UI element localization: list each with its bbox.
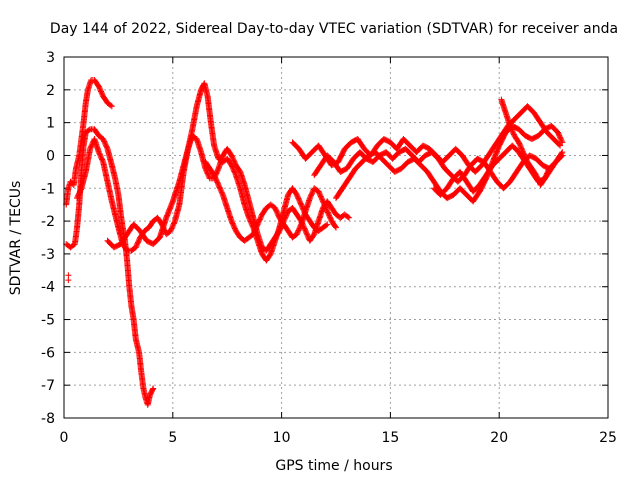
y-tick-label: 0 <box>46 148 55 164</box>
y-tick-label: 3 <box>46 50 55 66</box>
x-tick-label: 25 <box>599 430 617 446</box>
y-tick-label: 2 <box>46 83 55 99</box>
y-tick-label: -2 <box>41 214 55 230</box>
y-tick-label: -4 <box>41 280 55 296</box>
data-point <box>65 277 72 284</box>
data-point <box>559 139 566 146</box>
x-tick-label: 10 <box>273 430 291 446</box>
series-A <box>63 76 115 208</box>
chart-title: Day 144 of 2022, Sidereal Day-to-day VTE… <box>50 21 618 37</box>
x-axis-ticks: 0 5 10 15 20 25 <box>60 57 617 446</box>
grid-lines <box>64 57 608 418</box>
x-tick-label: 20 <box>490 430 508 446</box>
data-point <box>333 224 339 231</box>
data-point <box>323 222 330 229</box>
data-point <box>324 221 331 228</box>
series-extra <box>65 272 72 284</box>
data-point <box>346 214 353 221</box>
data-point <box>107 102 114 109</box>
data-point <box>344 213 351 220</box>
data-point <box>150 385 157 392</box>
y-axis-label: SDTVAR / TECUs <box>8 181 24 296</box>
y-tick-label: 1 <box>46 116 55 132</box>
data-point <box>559 149 566 156</box>
data-point <box>149 386 156 393</box>
data-point <box>546 165 553 172</box>
series-J <box>498 96 553 188</box>
y-tick-label: -5 <box>41 313 55 329</box>
series-G <box>311 145 566 192</box>
x-tick-label: 15 <box>381 430 399 446</box>
y-tick-label: -1 <box>41 181 55 197</box>
y-tick-label: -7 <box>41 378 55 394</box>
data-point <box>558 150 565 157</box>
data-point <box>545 166 552 173</box>
data-point <box>556 141 563 148</box>
data-point <box>86 127 93 134</box>
data-point <box>558 138 565 145</box>
data-point <box>332 223 339 230</box>
x-tick-label: 5 <box>168 430 177 446</box>
plot-frame <box>63 56 609 419</box>
y-tick-label: -6 <box>41 345 55 361</box>
data-points <box>63 76 566 408</box>
y-tick-label: -8 <box>41 411 55 427</box>
data-point <box>557 142 564 149</box>
x-tick-label: 0 <box>60 430 69 446</box>
x-axis-label: GPS time / hours <box>275 458 392 474</box>
data-point <box>108 103 115 110</box>
y-tick-label: -3 <box>41 247 55 263</box>
series-E <box>202 159 339 244</box>
